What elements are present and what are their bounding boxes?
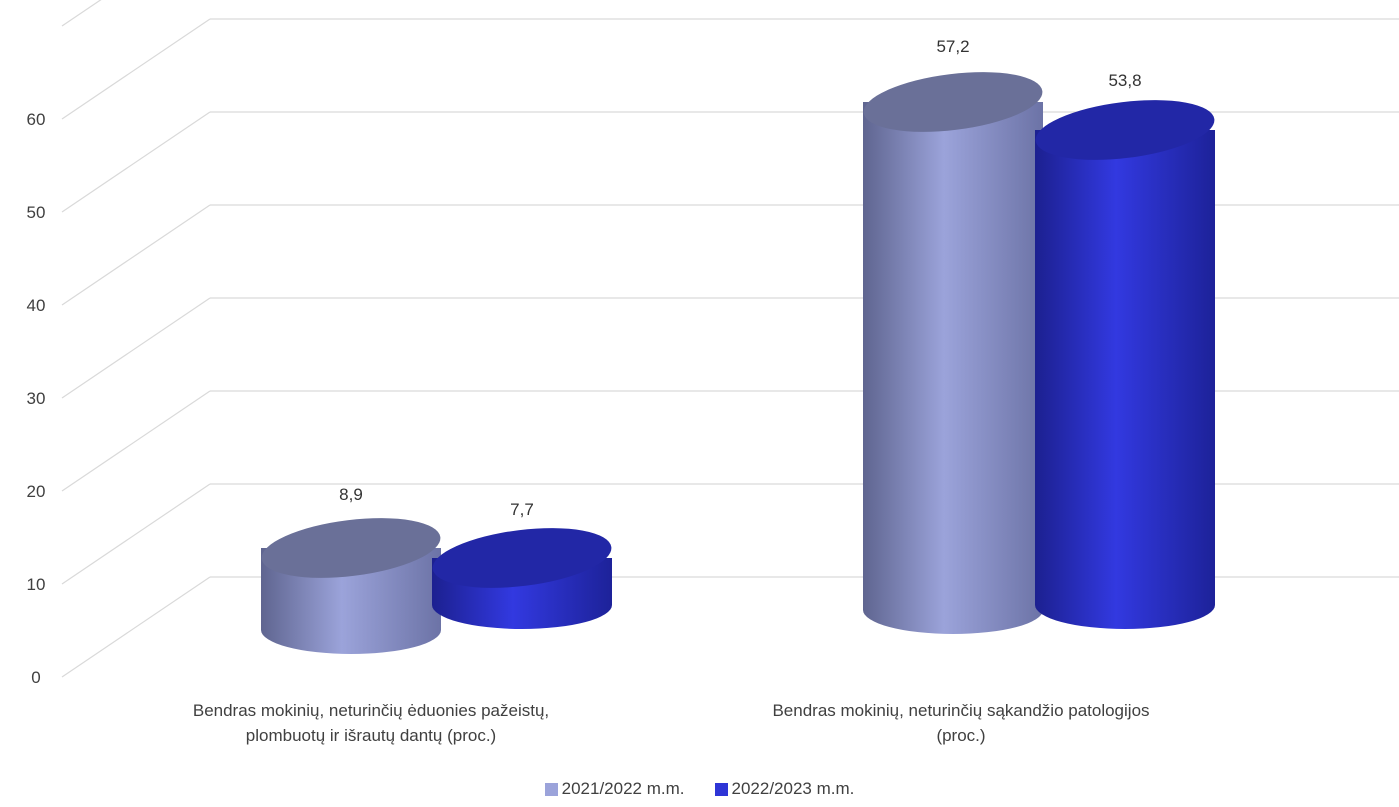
y-tick-label: 30: [27, 389, 46, 408]
legend-label: 2022/2023 m.m.: [731, 779, 855, 798]
gridline-side: [61, 483, 211, 585]
grid-lines: [61, 0, 1399, 678]
bar-top: [261, 518, 441, 578]
bar-top: [863, 72, 1043, 132]
y-tick-label: 50: [27, 203, 46, 222]
gridline-side: [61, 297, 211, 399]
bar-body: [1035, 130, 1215, 629]
legend-swatch: [714, 782, 728, 796]
bar-top: [432, 528, 612, 588]
legend: 2021/2022 m.m. 2022/2023 m.m.: [0, 779, 1399, 799]
y-axis-ticks: 0 10 20 30 40 50 60: [27, 110, 46, 687]
gridline-side: [61, 18, 211, 120]
bar-body: [863, 102, 1043, 634]
gridline-side: [61, 0, 102, 27]
bar-1-1: [261, 518, 441, 654]
y-tick-label: 20: [27, 482, 46, 501]
bar-top: [1035, 100, 1215, 160]
bar-2-2: [1035, 100, 1215, 629]
y-tick-label: 40: [27, 296, 46, 315]
legend-label: 2021/2022 m.m.: [561, 779, 685, 798]
y-tick-label: 60: [27, 110, 46, 129]
gridline-side: [61, 576, 211, 678]
data-labels: 8,9 57,2 7,7 53,8: [339, 37, 1141, 519]
legend-swatch: [544, 782, 558, 796]
data-label: 7,7: [510, 500, 534, 519]
gridline-side: [61, 111, 211, 213]
bar-1-2: [863, 72, 1043, 634]
data-label: 8,9: [339, 485, 363, 504]
gridline-side: [61, 204, 211, 306]
bar-2-1: [432, 528, 612, 629]
legend-item: 2021/2022 m.m.: [544, 779, 685, 799]
bars: [261, 72, 1215, 654]
x-category-label: Bendras mokinių, neturinčių sąkandžio pa…: [772, 701, 1150, 745]
x-category-label: Bendras mokinių, neturinčių ėduonies paž…: [192, 701, 550, 745]
gridline-side: [61, 390, 211, 492]
y-tick-label: 10: [27, 575, 46, 594]
y-tick-label: 0: [31, 668, 40, 687]
data-label: 53,8: [1108, 71, 1141, 90]
legend-item: 2022/2023 m.m.: [714, 779, 855, 799]
data-label: 57,2: [936, 37, 969, 56]
